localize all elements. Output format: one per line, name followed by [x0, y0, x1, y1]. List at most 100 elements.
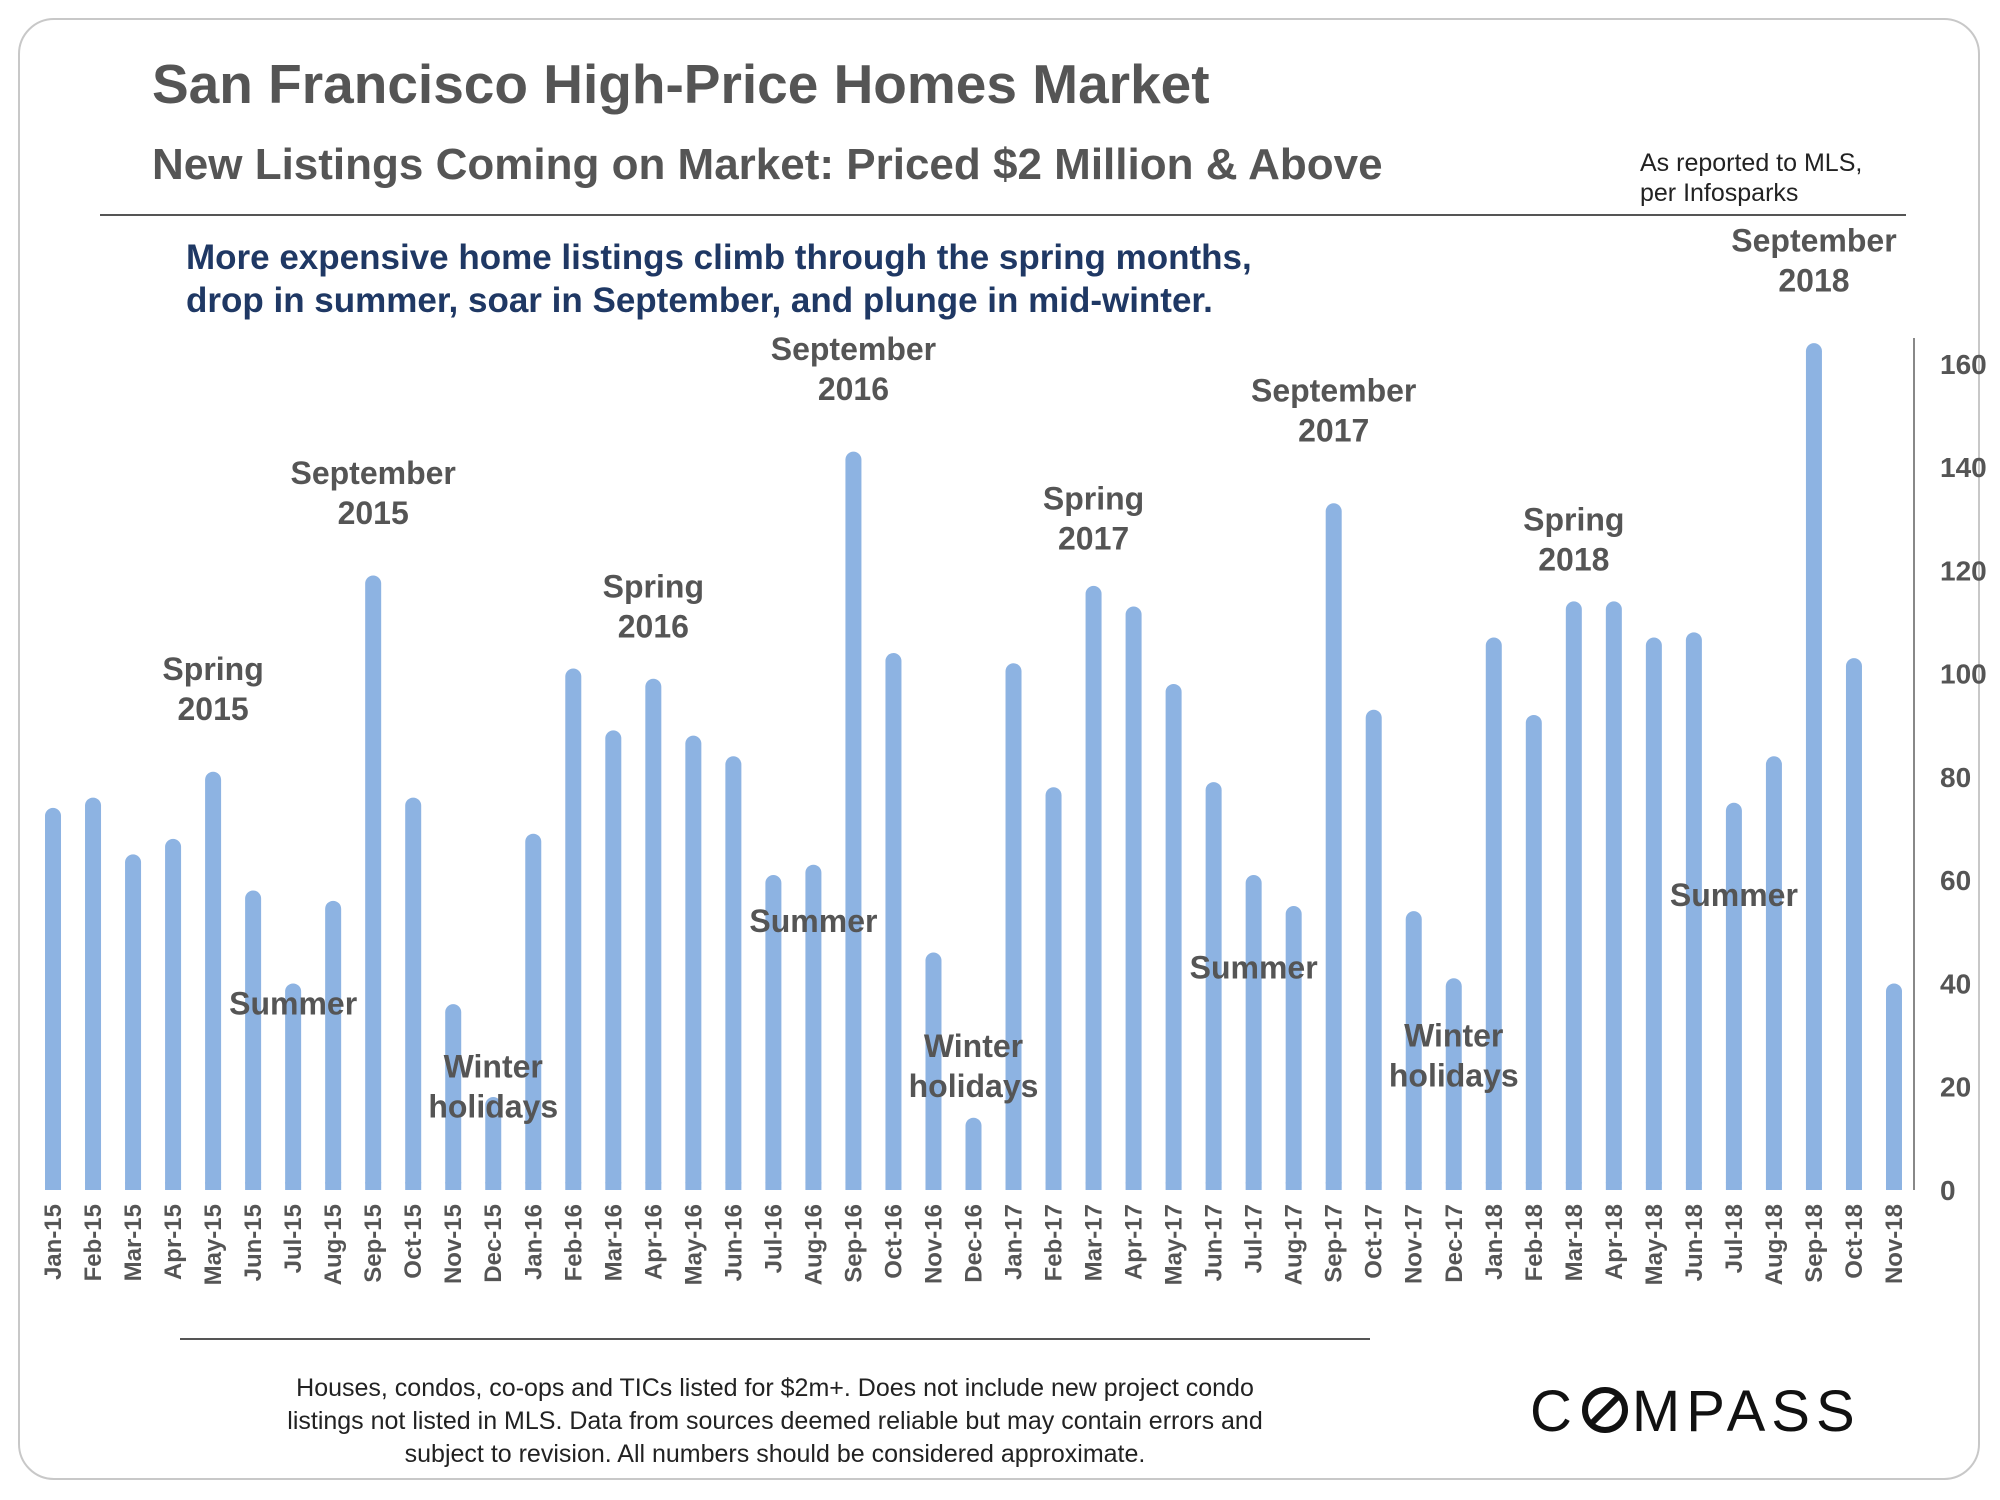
x-tick-label: Mar-18: [1561, 1204, 1588, 1281]
x-tick-label: Feb-18: [1521, 1204, 1548, 1281]
bar-base-May-16: [685, 1182, 702, 1190]
x-tick-label: Jan-16: [520, 1204, 547, 1280]
annotation-label: Spring 2016: [603, 568, 704, 644]
bar-base-Sep-17: [1325, 1182, 1342, 1190]
y-tick-label: 120: [1940, 555, 1987, 586]
headline-line: More expensive home listings climb throu…: [186, 238, 1252, 277]
bar-base-Jun-18: [1685, 1182, 1702, 1190]
annotation-label: September 2016: [771, 331, 936, 407]
bar-base-Feb-15: [85, 1182, 102, 1190]
headline-line: drop in summer, soar in September, and p…: [186, 281, 1213, 320]
x-tick-label: Nov-15: [440, 1204, 467, 1284]
annotations: Spring 2015 September 2015 Summer Winter holid…: [162, 223, 1896, 1125]
x-tick-label: Jul-15: [280, 1204, 307, 1273]
bar-base-Jan-18: [1485, 1182, 1502, 1190]
footnote-line: Houses, condos, co-ops and TICs listed f…: [296, 1374, 1254, 1402]
x-tick-label: Jun-16: [720, 1204, 747, 1281]
bar-Jan-17: [1005, 663, 1022, 1190]
x-tick-label: Sep-16: [840, 1204, 867, 1283]
x-tick-label: Sep-15: [360, 1204, 387, 1283]
bar-Apr-17: [1125, 606, 1142, 1190]
bar-base-Feb-17: [1045, 1182, 1062, 1190]
y-tick-label: 160: [1940, 349, 1987, 380]
bar-Mar-17: [1085, 585, 1102, 1190]
bar-base-May-17: [1165, 1182, 1182, 1190]
x-tick-label: Nov-18: [1881, 1204, 1908, 1284]
bar-base-Apr-16: [645, 1182, 662, 1190]
bar-base-Dec-15: [485, 1182, 502, 1190]
bar-base-Jul-15: [285, 1182, 302, 1190]
x-tick-label: Jun-15: [240, 1204, 267, 1281]
bar-base-Aug-16: [805, 1182, 822, 1190]
bar-Oct-15: [405, 797, 422, 1190]
x-tick-label: Dec-15: [480, 1204, 507, 1283]
x-tick-label: Mar-16: [600, 1204, 627, 1281]
x-tick-label: May-15: [200, 1204, 227, 1285]
bar-base-Aug-15: [325, 1182, 342, 1190]
bar-Apr-15: [165, 838, 182, 1190]
x-tick-label: Oct-15: [400, 1204, 427, 1279]
x-tick-label: Jul-18: [1721, 1204, 1748, 1273]
footer-divider: [180, 1338, 1370, 1340]
annotation-label: Summer: [229, 985, 357, 1021]
annotation-label: Winter holidays: [428, 1049, 558, 1125]
bar-Dec-15: [485, 1097, 502, 1190]
bar-base-Nov-15: [445, 1182, 462, 1190]
x-tick-label: Jun-18: [1681, 1204, 1708, 1281]
x-tick-label: May-17: [1161, 1204, 1188, 1285]
bar-Jan-18: [1485, 637, 1502, 1190]
y-tick-label: 100: [1940, 659, 1987, 690]
y-tick-label: 20: [1940, 1072, 1971, 1103]
bar-base-Aug-18: [1765, 1182, 1782, 1190]
bar-base-Aug-17: [1285, 1182, 1302, 1190]
bar-Jun-16: [725, 756, 742, 1190]
x-tick-label: Dec-17: [1441, 1204, 1468, 1283]
x-tick-label: May-16: [680, 1204, 707, 1285]
bar-base-May-15: [205, 1182, 222, 1190]
annotation-label: Spring 2017: [1043, 481, 1144, 557]
x-tick-label: Apr-17: [1121, 1204, 1148, 1280]
x-tick-label: Jul-16: [760, 1204, 787, 1273]
bar-base-Dec-16: [965, 1182, 982, 1190]
bar-base-Jul-18: [1725, 1182, 1742, 1190]
bar-Nov-15: [445, 1004, 462, 1190]
annotation-label: Winter holidays: [1389, 1018, 1519, 1094]
annotation-label: Summer: [1190, 949, 1318, 985]
source-note-line: per Infosparks: [1640, 179, 1799, 207]
annotation-label: Spring 2018: [1523, 501, 1624, 577]
bar-Sep-18: [1805, 343, 1822, 1190]
annotation-label: Winter holidays: [909, 1028, 1039, 1104]
bar-base-Oct-16: [885, 1182, 902, 1190]
logo-text: C: [1530, 1379, 1578, 1444]
annotation-label: September 2015: [290, 455, 455, 531]
bar-Feb-17: [1045, 787, 1062, 1190]
x-tick-label: Oct-18: [1841, 1204, 1868, 1279]
x-tick-label: Sep-18: [1801, 1204, 1828, 1283]
x-tick-label: Jun-17: [1201, 1204, 1228, 1281]
chart-subtitle: New Listings Coming on Market: Priced $2…: [152, 140, 1383, 189]
bar-Mar-16: [605, 730, 622, 1190]
y-tick-label: 80: [1940, 762, 1971, 793]
bar-Oct-17: [1365, 709, 1382, 1190]
x-tick-label: Jan-17: [1001, 1204, 1028, 1280]
bar-Jun-15: [245, 890, 262, 1190]
bar-Jul-15: [285, 983, 302, 1190]
bar-base-Mar-16: [605, 1182, 622, 1190]
bar-Jun-18: [1685, 632, 1702, 1190]
header-divider: [100, 214, 1906, 216]
y-tick-label: 140: [1940, 452, 1987, 483]
chart-title: San Francisco High-Price Homes Market: [152, 53, 1210, 115]
bar-base-Jan-16: [525, 1182, 542, 1190]
bar-base-Sep-15: [365, 1182, 382, 1190]
bar-base-Apr-17: [1125, 1182, 1142, 1190]
x-axis-labels: Jan-15 Feb-15 Mar-15 Apr-15 May-15 Jun-15 Jul-…: [40, 1204, 1908, 1285]
logo-text: MPASS: [1631, 1379, 1861, 1444]
bar-Feb-18: [1525, 714, 1542, 1190]
bar-May-18: [1645, 637, 1662, 1190]
x-tick-label: Mar-17: [1081, 1204, 1108, 1281]
x-tick-label: Apr-18: [1601, 1204, 1628, 1280]
y-tick-label: 40: [1940, 968, 1971, 999]
y-tick-label: 0: [1940, 1175, 1956, 1206]
bar-base-Jan-17: [1005, 1182, 1022, 1190]
